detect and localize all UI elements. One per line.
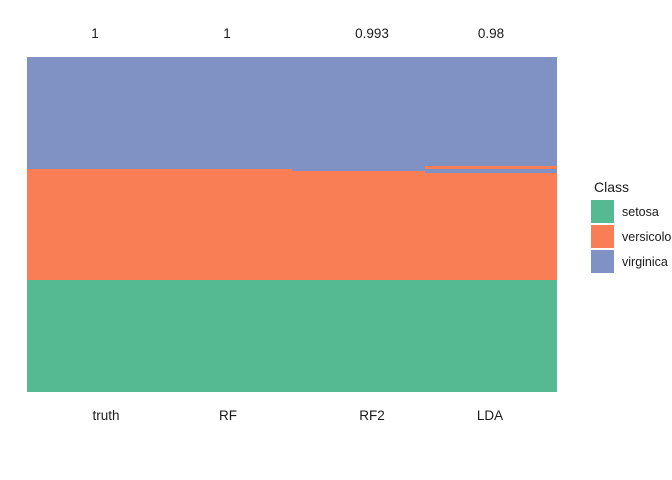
bar-segment-virginica xyxy=(292,57,425,171)
bar-segment-setosa xyxy=(292,280,425,392)
legend-entry-versicolor: versicolor xyxy=(591,225,672,248)
bar-column-RF xyxy=(159,57,292,392)
bar-segment-virginica xyxy=(424,168,557,174)
bar-column-RF2 xyxy=(292,57,425,392)
accuracy-label-truth: 1 xyxy=(91,26,99,41)
legend-entry-virginica: virginica xyxy=(591,250,668,273)
bar-segment-virginica xyxy=(159,57,292,169)
legend-swatch-virginica xyxy=(591,250,614,273)
legend-label-versicolor: versicolor xyxy=(622,229,672,244)
legend-title: Class xyxy=(594,179,630,195)
x-tick-label-lda: LDA xyxy=(476,408,504,423)
legend-label-virginica: virginica xyxy=(622,254,668,269)
x-tick-label-rf2: RF2 xyxy=(359,408,385,423)
bar-segment-setosa xyxy=(159,280,292,392)
legend-entry-setosa: setosa xyxy=(591,200,659,223)
legend-swatch-setosa xyxy=(591,200,614,223)
accuracy-label-rf2: 0.993 xyxy=(355,26,389,41)
legend-swatch-versicolor xyxy=(591,225,614,248)
bar-column-truth xyxy=(27,57,160,392)
x-tick-label-truth: truth xyxy=(92,408,120,423)
plot-area xyxy=(27,57,557,392)
accuracy-label-rf: 1 xyxy=(223,26,231,41)
accuracy-label-lda: 0.98 xyxy=(477,26,505,41)
bar-segment-virginica xyxy=(27,57,160,169)
bar-segment-versicolor xyxy=(424,173,557,281)
bar-segment-setosa xyxy=(27,280,160,392)
bar-segment-versicolor xyxy=(159,168,292,281)
bar-segment-versicolor xyxy=(27,168,160,281)
bar-segment-virginica xyxy=(424,57,557,167)
bar-segment-versicolor xyxy=(292,170,425,281)
bar-column-LDA xyxy=(424,57,557,392)
legend-label-setosa: setosa xyxy=(622,204,659,219)
x-tick-label-rf: RF xyxy=(219,408,237,423)
bar-segment-setosa xyxy=(424,280,557,392)
bar-segment-versicolor xyxy=(424,166,557,169)
